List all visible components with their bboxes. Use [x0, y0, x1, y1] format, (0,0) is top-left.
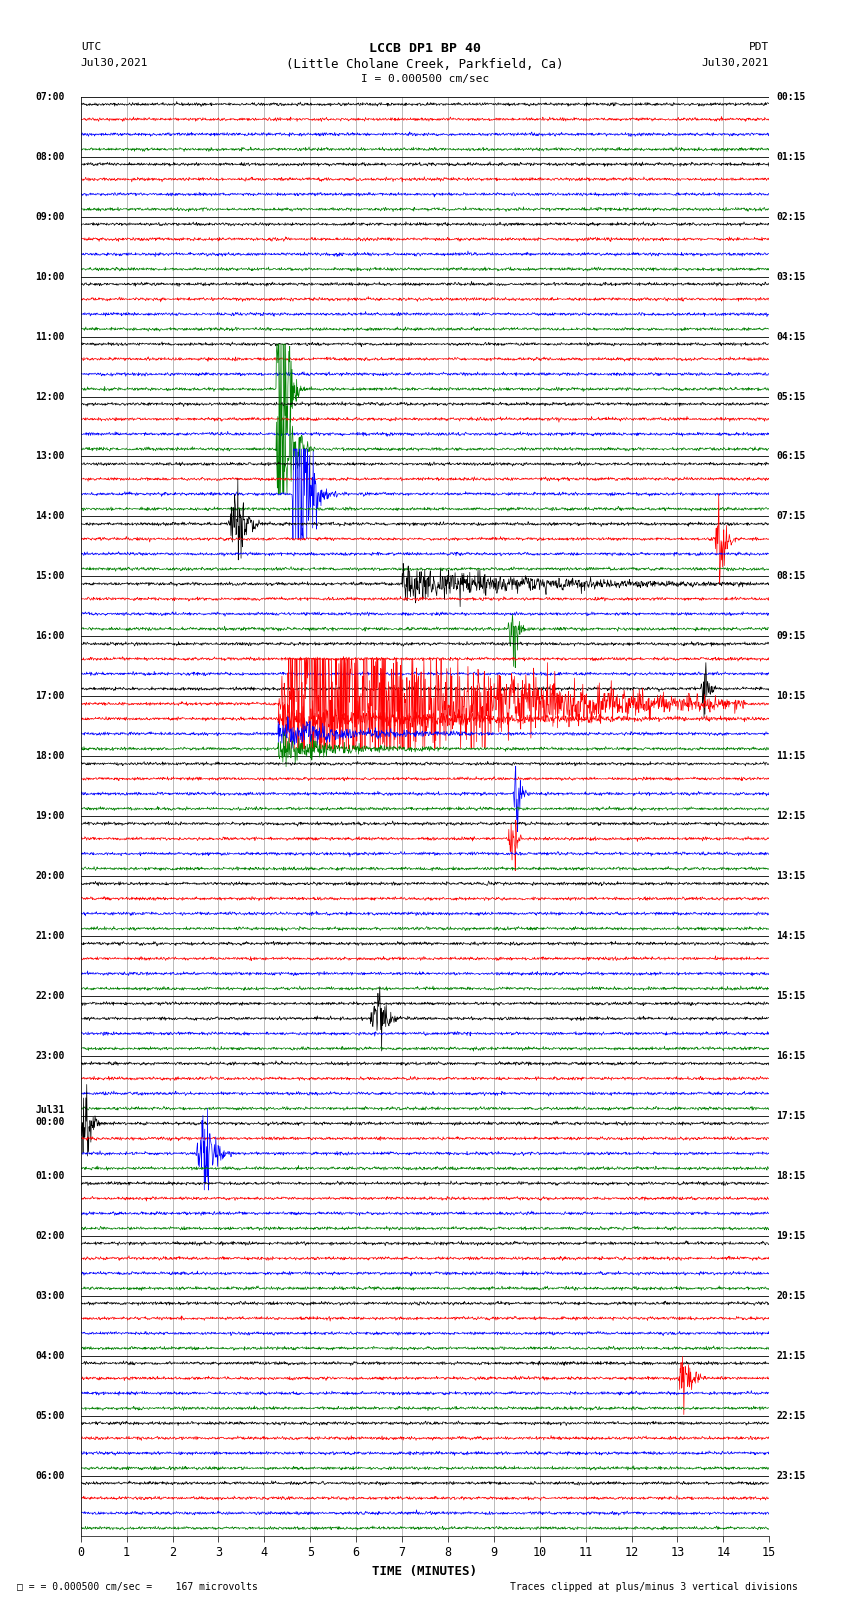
- Text: 23:00: 23:00: [36, 1052, 65, 1061]
- Text: 18:15: 18:15: [776, 1171, 806, 1181]
- Text: 16:00: 16:00: [36, 631, 65, 642]
- Text: 02:00: 02:00: [36, 1231, 65, 1240]
- Text: 13:15: 13:15: [776, 871, 806, 881]
- Text: Jul30,2021: Jul30,2021: [702, 58, 769, 68]
- Text: 09:15: 09:15: [776, 631, 806, 642]
- Text: 20:00: 20:00: [36, 871, 65, 881]
- Text: 11:15: 11:15: [776, 752, 806, 761]
- Text: 22:15: 22:15: [776, 1411, 806, 1421]
- Text: 20:15: 20:15: [776, 1290, 806, 1300]
- Text: 08:00: 08:00: [36, 152, 65, 161]
- Text: 00:15: 00:15: [776, 92, 806, 102]
- Text: 21:00: 21:00: [36, 931, 65, 940]
- Text: 04:00: 04:00: [36, 1350, 65, 1361]
- Text: 04:15: 04:15: [776, 332, 806, 342]
- Text: 13:00: 13:00: [36, 452, 65, 461]
- Text: 10:00: 10:00: [36, 271, 65, 282]
- Text: 02:15: 02:15: [776, 211, 806, 221]
- Text: 19:00: 19:00: [36, 811, 65, 821]
- Text: 15:00: 15:00: [36, 571, 65, 581]
- Text: 08:15: 08:15: [776, 571, 806, 581]
- Text: 11:00: 11:00: [36, 332, 65, 342]
- Text: 07:00: 07:00: [36, 92, 65, 102]
- Text: 09:00: 09:00: [36, 211, 65, 221]
- Text: Jul31
00:00: Jul31 00:00: [36, 1105, 65, 1127]
- Text: 19:15: 19:15: [776, 1231, 806, 1240]
- Text: 22:00: 22:00: [36, 990, 65, 1002]
- Text: 06:15: 06:15: [776, 452, 806, 461]
- Text: 17:15: 17:15: [776, 1111, 806, 1121]
- Text: 16:15: 16:15: [776, 1052, 806, 1061]
- Text: 03:15: 03:15: [776, 271, 806, 282]
- X-axis label: TIME (MINUTES): TIME (MINUTES): [372, 1565, 478, 1578]
- Text: □ = = 0.000500 cm/sec =    167 microvolts: □ = = 0.000500 cm/sec = 167 microvolts: [17, 1582, 258, 1592]
- Text: 17:00: 17:00: [36, 692, 65, 702]
- Text: Jul30,2021: Jul30,2021: [81, 58, 148, 68]
- Text: 23:15: 23:15: [776, 1471, 806, 1481]
- Text: 05:00: 05:00: [36, 1411, 65, 1421]
- Text: 01:15: 01:15: [776, 152, 806, 161]
- Text: 06:00: 06:00: [36, 1471, 65, 1481]
- Text: 18:00: 18:00: [36, 752, 65, 761]
- Text: 07:15: 07:15: [776, 511, 806, 521]
- Text: PDT: PDT: [749, 42, 769, 52]
- Text: 05:15: 05:15: [776, 392, 806, 402]
- Text: 14:00: 14:00: [36, 511, 65, 521]
- Text: 12:15: 12:15: [776, 811, 806, 821]
- Text: 15:15: 15:15: [776, 990, 806, 1002]
- Text: 10:15: 10:15: [776, 692, 806, 702]
- Text: 21:15: 21:15: [776, 1350, 806, 1361]
- Text: (Little Cholane Creek, Parkfield, Ca): (Little Cholane Creek, Parkfield, Ca): [286, 58, 564, 71]
- Text: Traces clipped at plus/minus 3 vertical divisions: Traces clipped at plus/minus 3 vertical …: [510, 1582, 798, 1592]
- Text: I = 0.000500 cm/sec: I = 0.000500 cm/sec: [361, 74, 489, 84]
- Text: UTC: UTC: [81, 42, 101, 52]
- Text: 14:15: 14:15: [776, 931, 806, 940]
- Text: 01:00: 01:00: [36, 1171, 65, 1181]
- Text: 03:00: 03:00: [36, 1290, 65, 1300]
- Text: 12:00: 12:00: [36, 392, 65, 402]
- Text: LCCB DP1 BP 40: LCCB DP1 BP 40: [369, 42, 481, 55]
